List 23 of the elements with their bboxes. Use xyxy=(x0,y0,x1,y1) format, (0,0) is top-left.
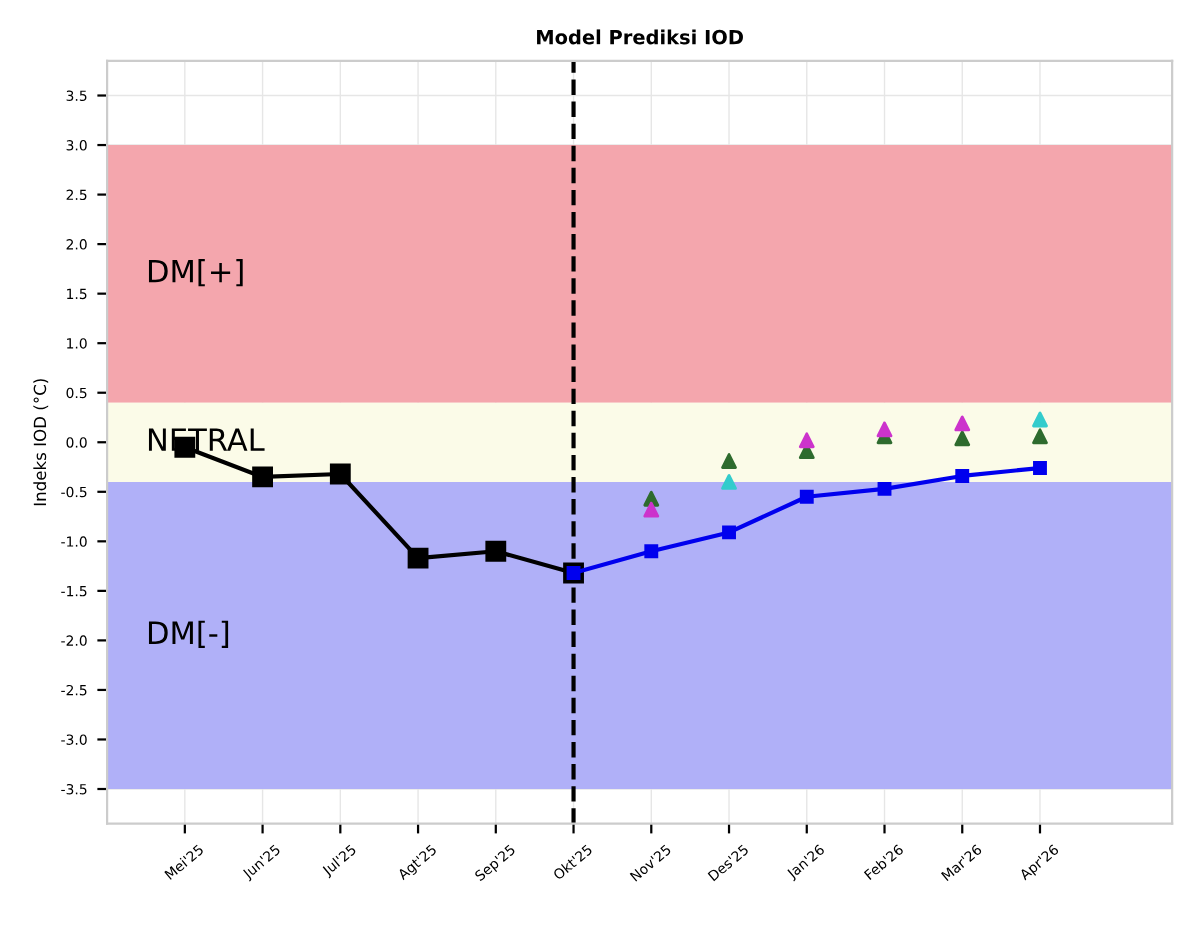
point xyxy=(799,489,814,504)
band-label: DM[-] xyxy=(148,620,229,648)
point xyxy=(877,481,892,496)
band-label: DM[+] xyxy=(148,259,243,287)
chart-title: Model Prediksi IOD xyxy=(537,29,743,45)
point xyxy=(485,540,507,562)
y-axis-title: Indeks IOD (°C) xyxy=(33,379,49,506)
point xyxy=(954,415,971,432)
point xyxy=(722,525,736,540)
point xyxy=(954,430,971,447)
point xyxy=(1032,411,1048,428)
point xyxy=(252,466,273,488)
point xyxy=(721,453,737,469)
point xyxy=(329,463,351,485)
point xyxy=(643,501,660,518)
point xyxy=(1032,428,1048,445)
point xyxy=(1033,461,1047,475)
point xyxy=(721,473,737,490)
point xyxy=(407,547,429,569)
point xyxy=(644,544,659,559)
point xyxy=(955,469,970,483)
point xyxy=(876,421,893,438)
point xyxy=(798,432,815,449)
